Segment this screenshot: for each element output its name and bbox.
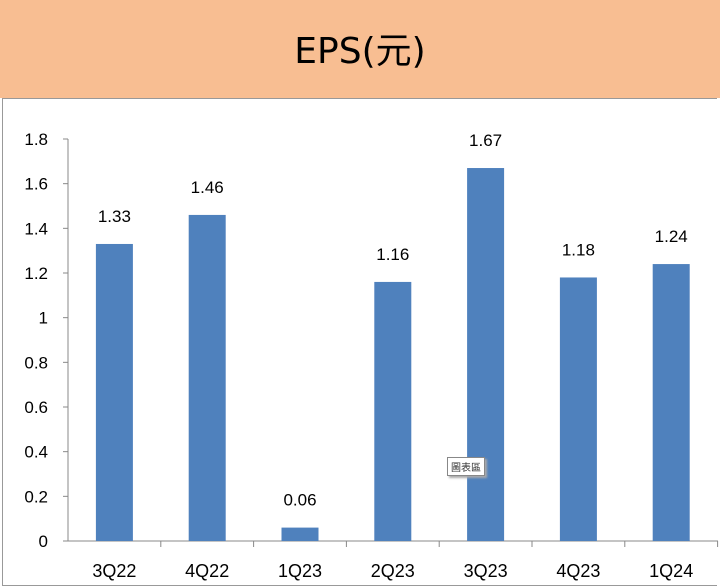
bar-3Q22	[95, 243, 133, 541]
chart-area[interactable]	[2, 98, 717, 586]
data-label-3Q22: 1.33	[98, 207, 131, 226]
chart-area-tooltip: 圖表區	[447, 457, 485, 476]
x-tick-label: 4Q23	[556, 561, 600, 581]
y-tick-label: 0.2	[24, 487, 48, 506]
x-tick-label: 2Q23	[371, 561, 415, 581]
x-tick-label: 1Q23	[278, 561, 322, 581]
y-tick-label: 0.4	[24, 443, 48, 462]
y-tick-label: 1	[39, 309, 48, 328]
y-tick-label: 1.8	[24, 130, 48, 149]
title-banner: EPS(元)	[0, 0, 720, 98]
data-label-3Q23: 1.67	[469, 131, 502, 150]
x-tick-label: 3Q23	[464, 561, 508, 581]
bar-1Q24	[652, 264, 690, 541]
x-tick-label: 3Q22	[92, 561, 136, 581]
y-tick-label: 0.6	[24, 398, 48, 417]
bar-1Q23	[281, 527, 319, 541]
y-tick-label: 1.2	[24, 264, 48, 283]
bar-4Q22	[188, 214, 226, 541]
x-tick-label: 1Q24	[649, 561, 693, 581]
bar-2Q23	[374, 281, 412, 541]
data-label-4Q23: 1.18	[562, 240, 595, 259]
data-label-2Q23: 1.16	[376, 245, 409, 264]
data-label-1Q23: 0.06	[283, 491, 316, 510]
data-label-1Q24: 1.24	[655, 227, 688, 246]
chart-title: EPS(元)	[294, 31, 426, 72]
x-tick-label: 4Q22	[185, 561, 229, 581]
y-tick-label: 1.6	[24, 175, 48, 194]
bar-3Q23	[467, 168, 505, 542]
y-tick-label: 1.4	[24, 219, 48, 238]
y-tick-label: 0.8	[24, 353, 48, 372]
bar-4Q23	[559, 277, 597, 541]
y-tick-label: 0	[39, 532, 48, 551]
data-label-4Q22: 1.46	[191, 178, 224, 197]
